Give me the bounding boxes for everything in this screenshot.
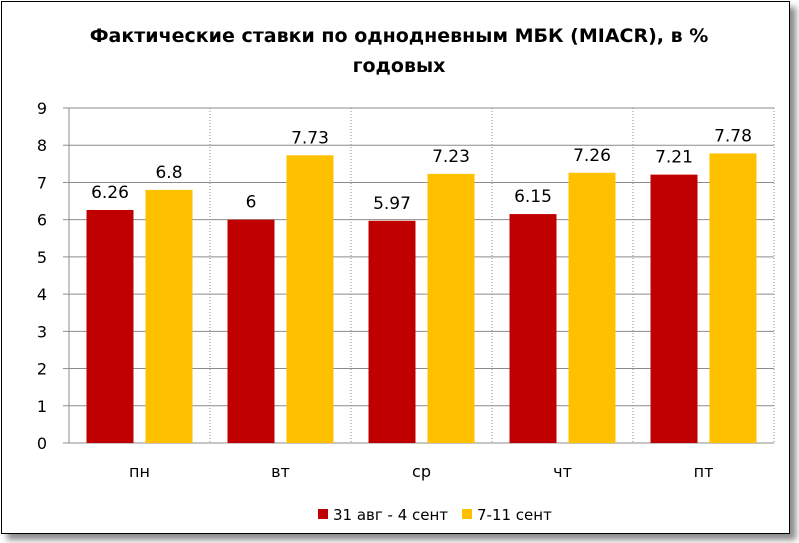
- data-label: 6: [246, 193, 257, 213]
- data-label: 5.97: [373, 194, 411, 214]
- legend-swatch-series-2: [462, 509, 472, 519]
- legend-swatch-series-1: [318, 509, 328, 519]
- y-tick-label: 1: [37, 397, 47, 416]
- y-tick-label: 9: [37, 99, 47, 118]
- data-label: 6.26: [91, 183, 129, 203]
- chart-title-line-2: годовых: [353, 55, 446, 77]
- data-label: 6.15: [514, 187, 552, 207]
- data-label: 6.8: [155, 163, 182, 183]
- x-tick-label: вт: [271, 462, 290, 481]
- bar-вт-series-2: [286, 155, 334, 443]
- legend: 31 авг - 4 сент 7-11 сент: [318, 506, 552, 524]
- bar-пт-series-1: [650, 174, 698, 443]
- chart-svg: Фактические ставки по однодневным МБК (M…: [37, 25, 775, 524]
- y-tick-label: 8: [37, 136, 47, 155]
- chart-frame: Фактические ставки по однодневным МБК (M…: [1, 1, 790, 534]
- y-tick-label: 5: [37, 248, 47, 267]
- x-tick-label: пн: [129, 462, 150, 481]
- bar-чт-series-2: [568, 172, 616, 443]
- bar-чт-series-1: [509, 214, 557, 443]
- x-tick-label: ср: [412, 462, 431, 481]
- data-label: 7.21: [655, 148, 693, 168]
- chart-title-line-1: Фактические ставки по однодневным МБК (M…: [90, 25, 709, 47]
- data-label: 7.73: [291, 128, 329, 148]
- legend-label-series-1: 31 авг - 4 сент: [333, 506, 448, 524]
- x-tick-label: пт: [694, 462, 714, 481]
- y-tick-label: 4: [37, 285, 47, 304]
- y-tick-label: 0: [37, 434, 47, 453]
- plot-area: 0 1 2 3 4 5 6 7 8 9 6.26 6.8 пн 6 7.73 вт 5.97 7.23 ср 6.15…: [37, 99, 775, 481]
- data-label: 7.26: [573, 146, 611, 166]
- y-tick-label: 2: [37, 360, 47, 379]
- bar-ср-series-2: [427, 173, 475, 443]
- y-tick-label: 7: [37, 173, 47, 192]
- bar-ср-series-1: [368, 220, 416, 443]
- y-tick-label: 3: [37, 322, 47, 341]
- data-label: 7.78: [714, 126, 752, 146]
- y-tick-label: 6: [37, 211, 47, 230]
- data-label: 7.23: [432, 147, 470, 167]
- bar-пн-series-2: [145, 189, 193, 443]
- x-tick-label: чт: [553, 462, 572, 481]
- bar-вт-series-1: [227, 219, 275, 443]
- bar-пн-series-1: [86, 209, 134, 443]
- legend-label-series-2: 7-11 сент: [477, 506, 552, 524]
- bar-пт-series-2: [709, 153, 757, 443]
